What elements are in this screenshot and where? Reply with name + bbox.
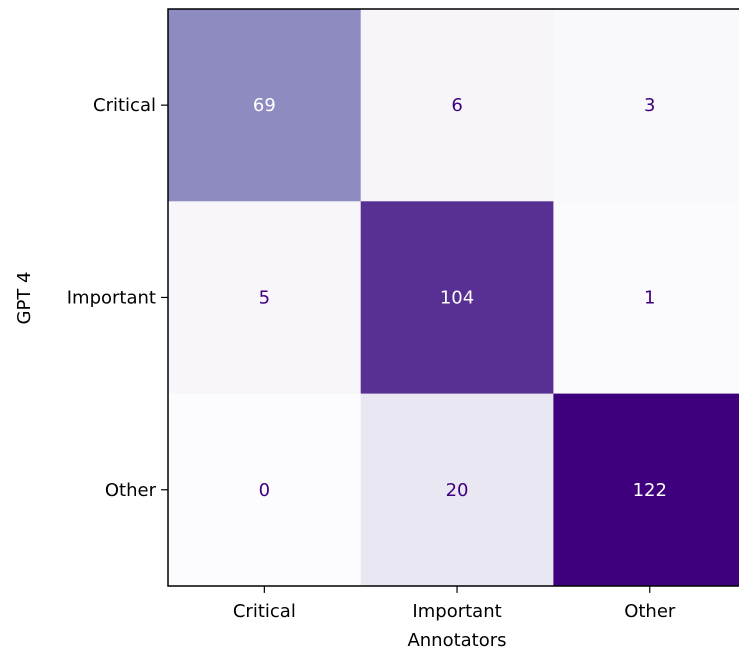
x-tick-label: Critical [233, 601, 296, 622]
heatmap-cell [553, 393, 739, 587]
y-tick-label: Other [105, 480, 157, 501]
cell-value-label: 6 [451, 95, 462, 116]
cell-value-label: 3 [644, 95, 655, 116]
heatmap-cell [168, 393, 362, 587]
y-axis-ticks: Critical Important Other [67, 95, 168, 501]
cell-value-label: 20 [446, 480, 469, 501]
x-tick-label: Other [624, 601, 676, 622]
heatmap-cells [168, 9, 739, 587]
cell-value-label: 0 [259, 480, 270, 501]
y-tick-label: Important [67, 287, 156, 308]
x-tick-label: Important [412, 601, 501, 622]
cell-value-label: 104 [440, 287, 474, 308]
heatmap-cell [553, 9, 739, 202]
heatmap-cell [168, 9, 362, 202]
heatmap-cell [168, 201, 362, 395]
x-axis-ticks: Critical Important Other [233, 585, 676, 622]
cell-value-label: 1 [644, 287, 655, 308]
y-tick-label: Critical [93, 95, 156, 116]
cell-value-label: 122 [633, 480, 667, 501]
heatmap-cell [360, 393, 554, 587]
y-axis-label: GPT 4 [14, 272, 35, 325]
x-axis-label: Annotators [407, 630, 506, 651]
heatmap-cell [360, 9, 554, 202]
cell-value-label: 69 [253, 95, 276, 116]
heatmap-cell [553, 201, 739, 395]
heatmap-cell-labels: 69 6 3 5 104 1 0 20 122 [253, 95, 667, 501]
heatmap-cell [360, 201, 554, 395]
cell-value-label: 5 [259, 287, 270, 308]
